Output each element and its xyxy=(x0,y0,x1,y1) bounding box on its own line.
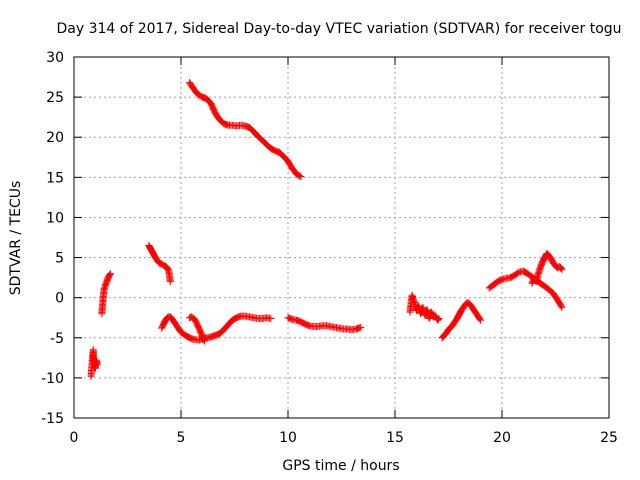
y-tick-label: -10 xyxy=(41,371,64,387)
y-tick-label: 10 xyxy=(46,210,64,226)
data-point xyxy=(297,173,305,181)
series-seg-2 xyxy=(98,270,114,318)
data-point xyxy=(166,278,174,286)
data-point xyxy=(557,265,565,273)
x-tick-label: 5 xyxy=(177,430,186,446)
y-axis-label: SDTVAR / TECUs xyxy=(8,181,24,296)
x-tick-label: 15 xyxy=(386,430,404,446)
y-tick-label: 30 xyxy=(46,50,64,66)
series-seg-6 xyxy=(186,79,305,181)
x-tick-label: 0 xyxy=(70,430,79,446)
y-tick-label: 0 xyxy=(55,291,64,307)
x-tick-label: 10 xyxy=(279,430,297,446)
y-tick-label: 15 xyxy=(46,170,64,186)
data-points xyxy=(87,79,566,380)
y-tick-labels: -15 -10 -5 0 5 10 15 20 25 30 xyxy=(41,50,64,427)
data-point xyxy=(435,315,443,323)
series-seg-8 xyxy=(406,291,443,324)
data-point xyxy=(477,316,485,324)
series-seg-3 xyxy=(145,242,174,286)
plot-frame xyxy=(73,56,610,419)
data-point xyxy=(296,172,304,180)
gridlines xyxy=(74,57,609,418)
series-seg-9 xyxy=(438,298,485,342)
x-tick-labels: 0 5 10 15 20 25 xyxy=(70,430,618,446)
x-tick-label: 25 xyxy=(600,430,618,446)
x-axis-label: GPS time / hours xyxy=(282,458,399,474)
series-seg-7 xyxy=(284,314,365,334)
data-point xyxy=(357,323,365,331)
data-point xyxy=(267,315,275,323)
chart-title: Day 314 of 2017, Sidereal Day-to-day VTE… xyxy=(56,21,621,37)
data-point xyxy=(106,271,114,279)
data-point xyxy=(94,360,102,368)
y-tick-label: -5 xyxy=(50,331,64,347)
data-point xyxy=(476,315,484,323)
series-seg-5 xyxy=(186,313,209,345)
y-tick-label: 5 xyxy=(55,251,64,267)
data-point xyxy=(558,303,566,311)
data-point xyxy=(557,302,565,310)
data-point xyxy=(558,266,566,274)
series-seg-11 xyxy=(528,250,566,287)
data-point xyxy=(200,336,208,344)
y-tick-label: -15 xyxy=(41,411,64,427)
series-seg-1 xyxy=(87,346,102,380)
data-point xyxy=(155,258,163,266)
data-point xyxy=(201,337,209,345)
y-tick-label: 20 xyxy=(46,130,64,146)
data-point xyxy=(434,315,442,323)
data-point xyxy=(106,270,114,278)
series-seg-10 xyxy=(485,267,566,311)
data-point xyxy=(434,316,442,324)
y-tick-label: 25 xyxy=(46,90,64,106)
x-tick-label: 20 xyxy=(493,430,511,446)
